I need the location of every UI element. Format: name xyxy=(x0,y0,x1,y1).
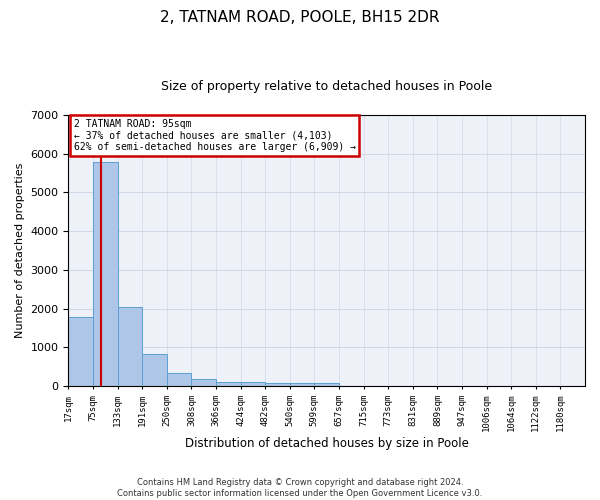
Bar xyxy=(167,373,191,386)
Bar xyxy=(290,383,314,386)
Bar xyxy=(191,379,216,386)
Title: Size of property relative to detached houses in Poole: Size of property relative to detached ho… xyxy=(161,80,492,93)
Y-axis label: Number of detached properties: Number of detached properties xyxy=(15,163,25,338)
Text: Contains HM Land Registry data © Crown copyright and database right 2024.
Contai: Contains HM Land Registry data © Crown c… xyxy=(118,478,482,498)
Bar xyxy=(314,384,339,386)
Bar xyxy=(142,354,167,386)
Text: 2 TATNAM ROAD: 95sqm
← 37% of detached houses are smaller (4,103)
62% of semi-de: 2 TATNAM ROAD: 95sqm ← 37% of detached h… xyxy=(74,119,356,152)
Bar xyxy=(265,382,290,386)
Bar xyxy=(216,382,241,386)
Bar xyxy=(118,307,142,386)
Bar xyxy=(241,382,265,386)
X-axis label: Distribution of detached houses by size in Poole: Distribution of detached houses by size … xyxy=(185,437,469,450)
Bar xyxy=(93,162,118,386)
Text: 2, TATNAM ROAD, POOLE, BH15 2DR: 2, TATNAM ROAD, POOLE, BH15 2DR xyxy=(160,10,440,25)
Bar xyxy=(68,317,93,386)
